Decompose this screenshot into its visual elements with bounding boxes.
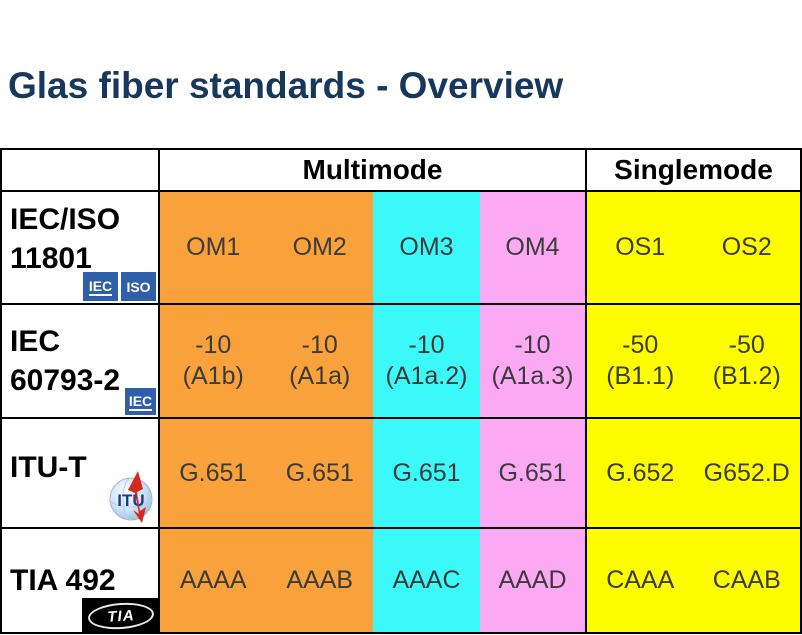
cell-value: AAAD [498, 566, 567, 594]
cell-value: AAAB [286, 566, 354, 594]
row-label-itu-t: ITU-T ITU [2, 417, 158, 527]
cell-value: G.651 [498, 458, 567, 487]
cell-value: OM1 [186, 233, 241, 261]
cell-value: -10 (A1b) [182, 331, 244, 390]
iec-logo-text: IEC [128, 392, 153, 411]
cell-value: -10 (A1a.2) [385, 331, 468, 390]
iso-logo-text: ISO [126, 278, 151, 295]
row-label-iec-iso-11801: IEC/ISO 11801 IEC ISO [2, 190, 158, 303]
cell-value: G652.D [703, 458, 790, 487]
header-multimode: Multimode [158, 150, 585, 190]
logo-group: IEC [125, 388, 156, 415]
cell-aaaa-aaab: AAAA AAAB [158, 527, 373, 632]
cell-value: -10 (A1a.3) [491, 331, 574, 390]
row-label-text: IEC/ISO 11801 [10, 202, 121, 275]
cell-om4: OM4 [480, 190, 585, 303]
iso-logo: ISO [121, 272, 156, 301]
page-title: Glas fiber standards - Overview [8, 64, 564, 106]
cell-value: OS1 [615, 233, 666, 261]
cell-om1-om2: OM1 OM2 [158, 190, 373, 303]
cell-value: OM3 [399, 233, 454, 261]
tia-logo-text: TIA [87, 600, 155, 632]
cell-g651-om3: G.651 [373, 417, 480, 527]
cell-value: G.652 [606, 458, 675, 487]
cell-value: CAAB [712, 566, 781, 594]
itu-logo-text: ITU [117, 491, 144, 510]
cell-value: AAAA [179, 566, 247, 594]
row-label-iec-60793-2: IEC 60793-2 IEC [2, 303, 158, 417]
cell-value: -10 (A1a) [289, 331, 351, 390]
cell-value: G.651 [179, 458, 248, 487]
header-singlemode: Singlemode [585, 150, 800, 190]
iec-logo: IEC [83, 272, 118, 301]
cell-g652: G.652 G652.D [585, 417, 800, 527]
cell-g651-mm12: G.651 G.651 [158, 417, 373, 527]
cell-value: OS2 [721, 233, 772, 261]
standards-table: Multimode Singlemode IEC/ISO 11801 IEC I… [0, 148, 802, 634]
iec-logo: IEC [125, 388, 156, 415]
cell-value: OM2 [292, 233, 347, 261]
cell-value: OM4 [505, 233, 560, 261]
cell-value: CAAA [606, 566, 675, 594]
cell-b11-b12: -50 (B1.1) -50 (B1.2) [585, 303, 800, 417]
tia-logo: TIA [82, 598, 160, 634]
logo-group: IEC ISO [83, 272, 156, 301]
cell-value: AAAC [392, 566, 461, 594]
iec-logo-text: IEC [88, 277, 113, 296]
cell-value: G.651 [285, 458, 354, 487]
cell-value: G.651 [392, 458, 461, 487]
cell-os1-os2: OS1 OS2 [585, 190, 800, 303]
cell-a1a2: -10 (A1a.2) [373, 303, 480, 417]
cell-value: -50 (B1.1) [606, 331, 675, 390]
row-label-text: TIA 492 [10, 564, 116, 597]
cell-g651-om4: G.651 [480, 417, 585, 527]
cell-aaac: AAAC [373, 527, 480, 632]
cell-om3: OM3 [373, 190, 480, 303]
cell-a1b-a1a: -10 (A1b) -10 (A1a) [158, 303, 373, 417]
cell-value: -50 (B1.2) [712, 331, 781, 390]
row-label-text: ITU-T [10, 450, 87, 484]
cell-caaa-caab: CAAA CAAB [585, 527, 800, 632]
row-label-tia-492: TIA 492 TIA [2, 527, 160, 634]
header-empty-cell [2, 150, 158, 190]
itu-logo: ITU [108, 470, 154, 529]
cell-aaad: AAAD [480, 527, 585, 632]
row-label-text: IEC 60793-2 [10, 325, 121, 397]
cell-a1a3: -10 (A1a.3) [480, 303, 585, 417]
